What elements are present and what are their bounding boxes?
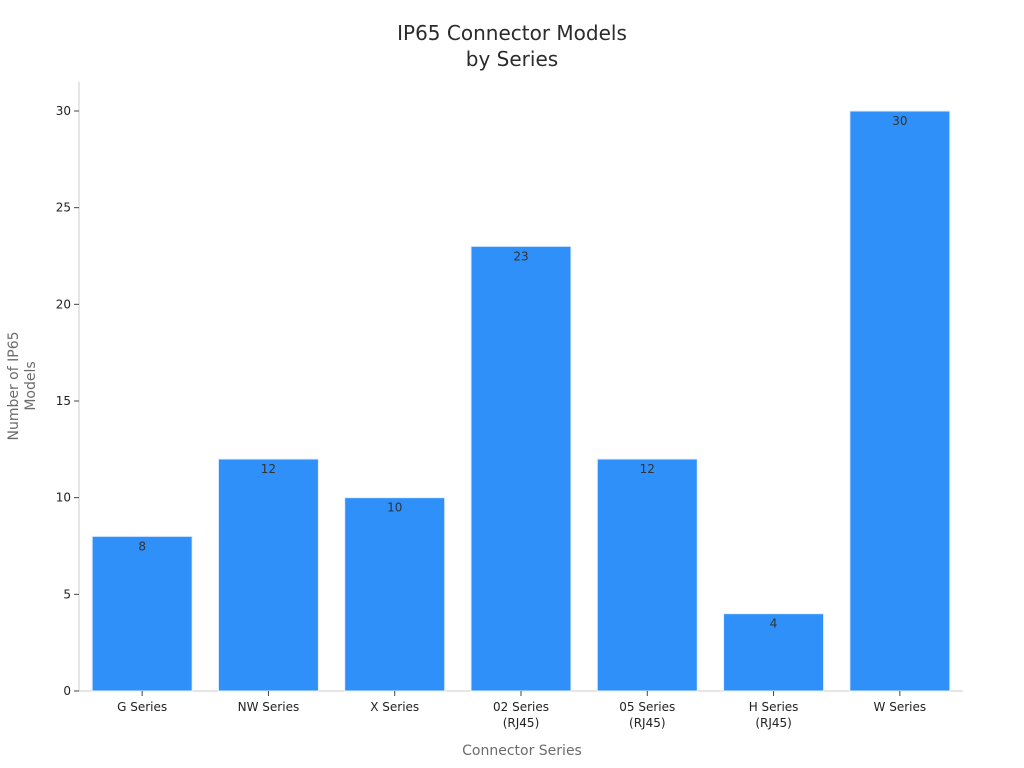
y-tick-label: 0: [63, 684, 71, 698]
x-tick-label: W Series: [874, 700, 927, 714]
y-axis-title: Number of IP65 Models: [6, 331, 39, 440]
y-tick-label: 25: [56, 201, 71, 215]
bar: [217, 458, 319, 692]
y-tick-label: 30: [56, 104, 71, 118]
bar-value-label: 30: [892, 114, 907, 128]
chart-title-line-1: IP65 Connector Models: [397, 21, 627, 45]
y-axis-title-line-2: Models: [23, 361, 39, 410]
bar: [596, 458, 698, 692]
bar: [91, 535, 193, 692]
y-tick-label: 5: [63, 587, 71, 601]
plot-area: 0 5 10 15 20 25 30 8 G Series 12 NW Series 10 X Seri…: [56, 82, 963, 730]
bar: [723, 613, 825, 692]
bar: [470, 245, 572, 692]
x-axis-title: Connector Series: [462, 743, 582, 759]
y-tick-label: 10: [56, 491, 71, 505]
chart-title-line-2: by Series: [466, 47, 558, 71]
x-tick-label: 05 Series: [619, 700, 675, 714]
bar-value-label: 8: [138, 539, 146, 553]
bar-value-label: 12: [261, 462, 276, 476]
bar: [849, 110, 951, 692]
y-tick-label: 15: [56, 394, 71, 408]
x-tick-label: G Series: [117, 700, 167, 714]
y-axis-title-line-1: Number of IP65: [6, 331, 22, 440]
bar-value-label: 12: [640, 462, 655, 476]
x-tick-label: (RJ45): [755, 716, 792, 730]
bar: [344, 497, 446, 692]
x-tick-label: (RJ45): [629, 716, 666, 730]
x-tick-label: H Series: [749, 700, 799, 714]
bar-value-label: 23: [513, 249, 528, 263]
chart-title: IP65 Connector Models by Series: [397, 21, 627, 71]
bar-value-label: 10: [387, 501, 402, 515]
x-tick-label: 02 Series: [493, 700, 549, 714]
x-tick-label: (RJ45): [503, 716, 540, 730]
x-tick-label: NW Series: [238, 700, 300, 714]
x-tick-label: X Series: [370, 700, 419, 714]
y-tick-label: 20: [56, 297, 71, 311]
bar-value-label: 4: [770, 617, 778, 631]
